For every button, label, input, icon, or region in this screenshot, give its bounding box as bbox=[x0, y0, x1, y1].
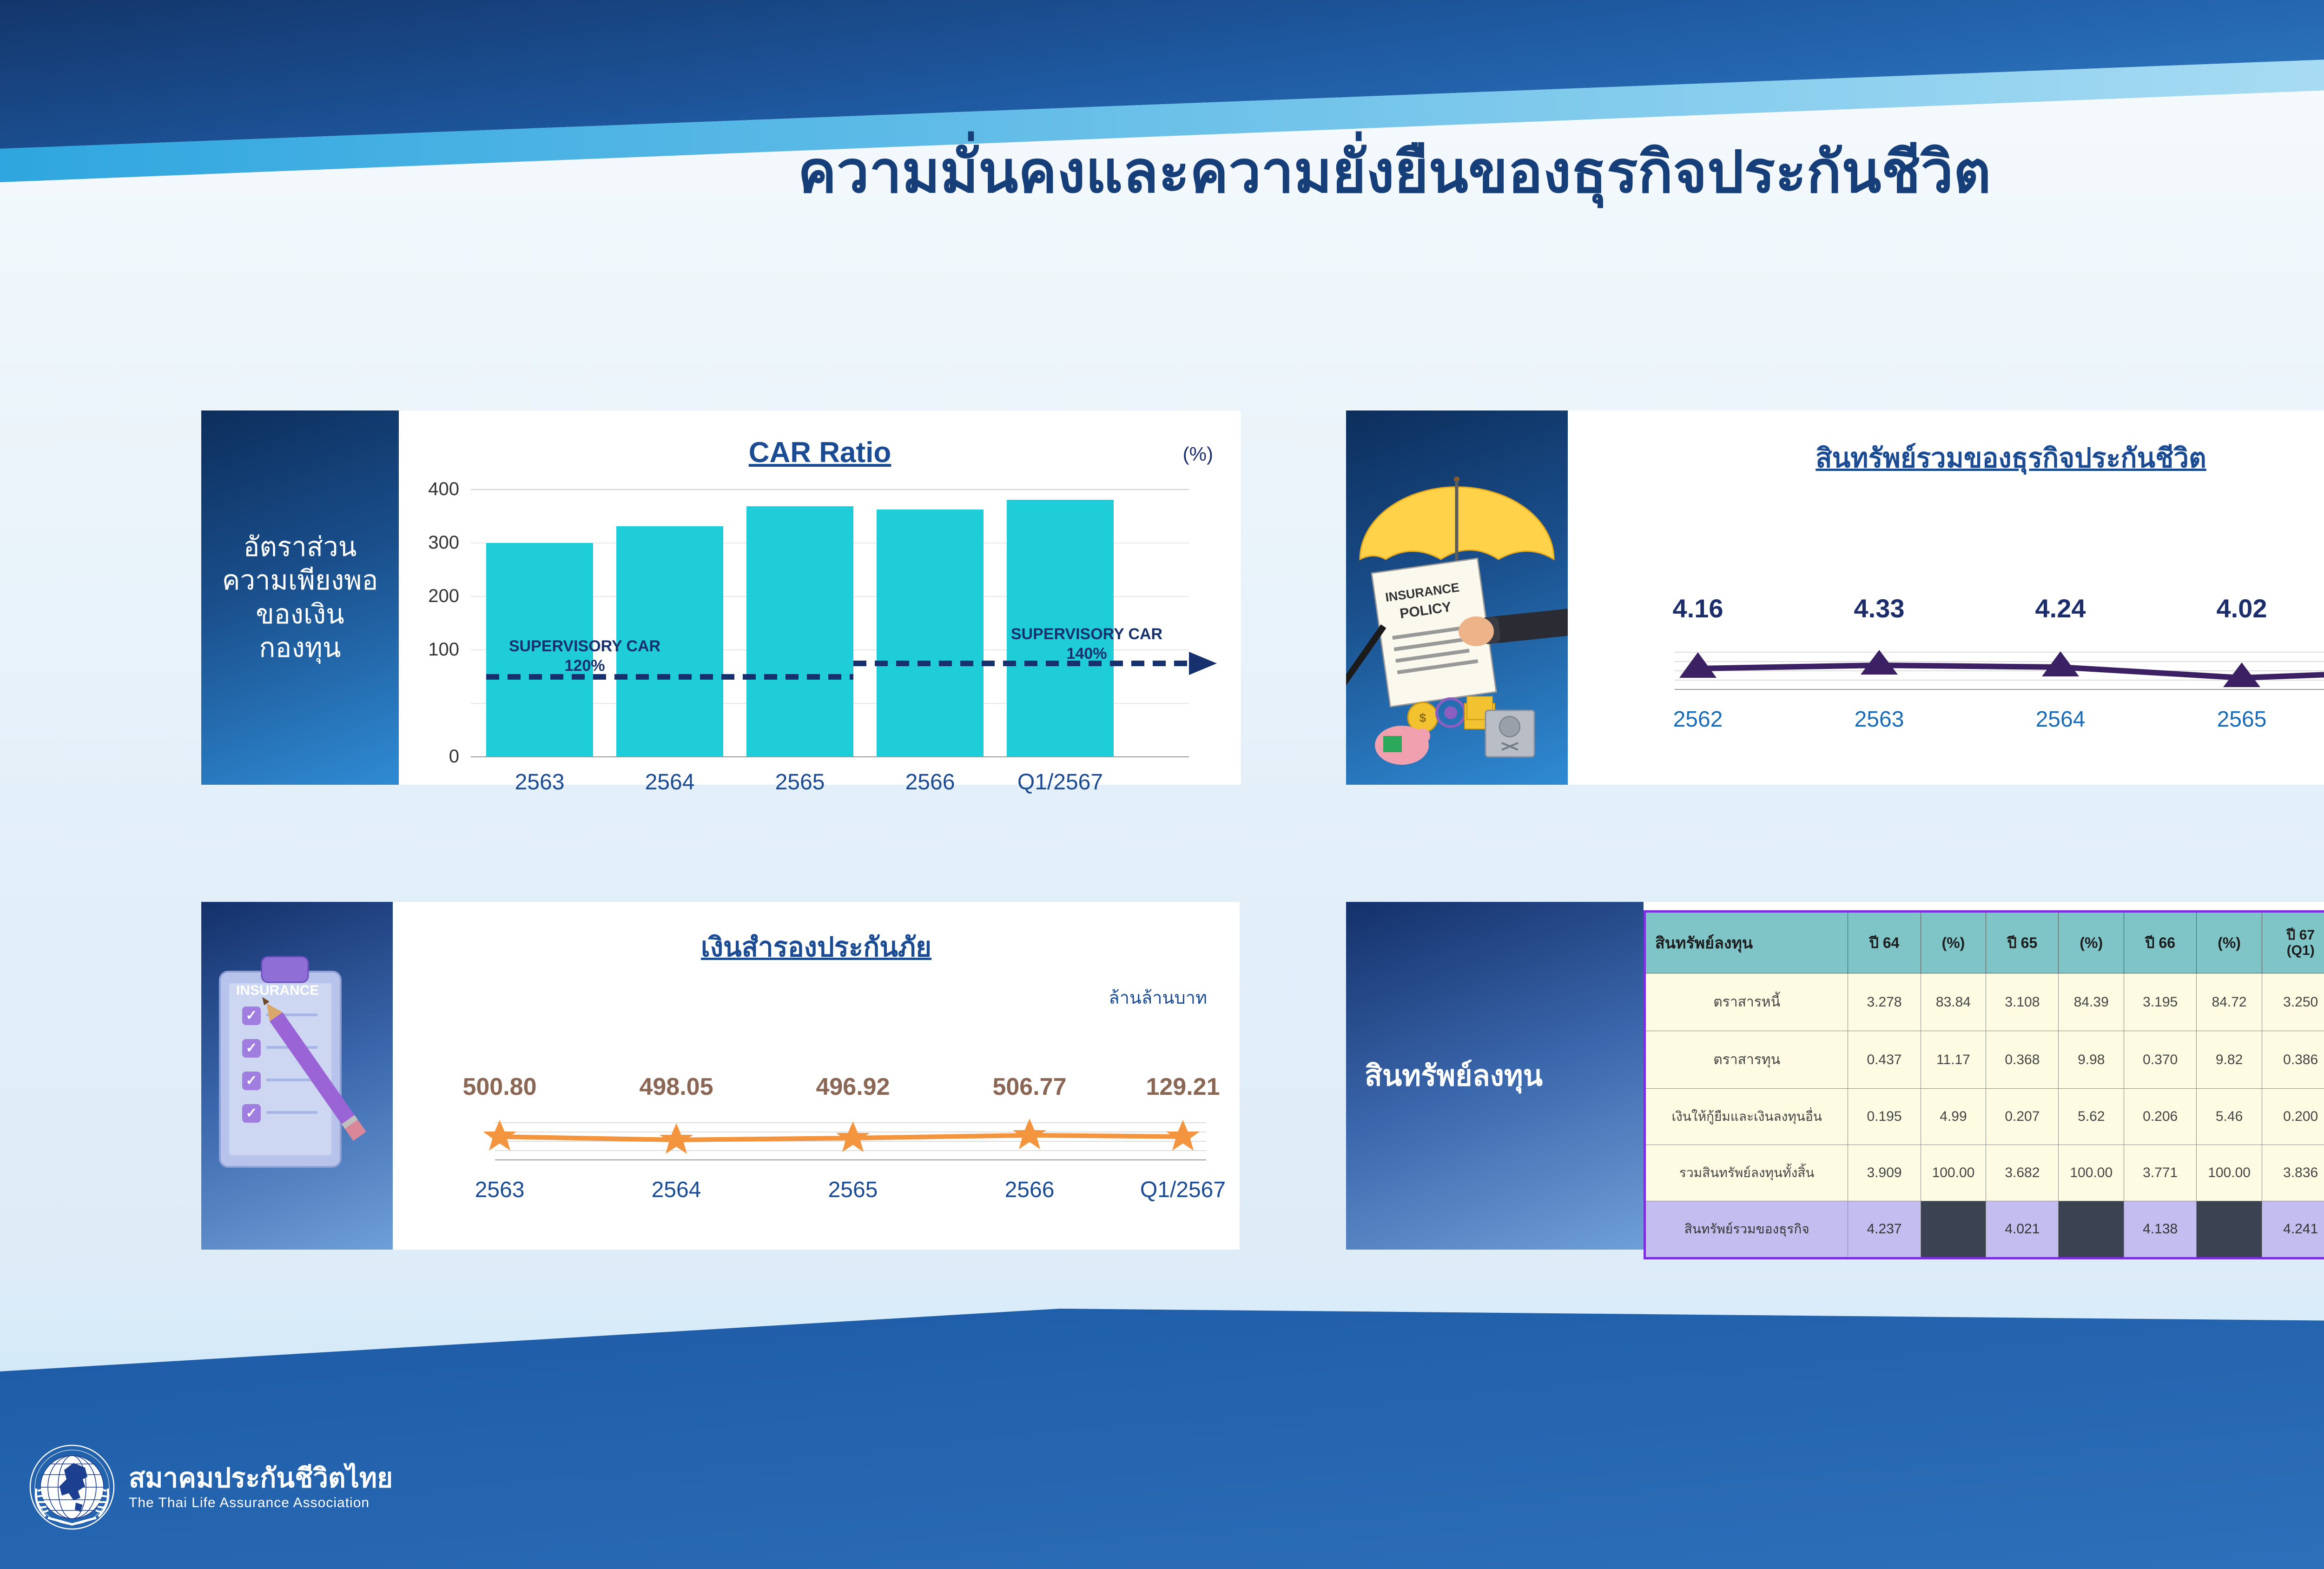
svg-text:129.21: 129.21 bbox=[1146, 1073, 1220, 1100]
svg-text:2565: 2565 bbox=[2217, 707, 2267, 732]
svg-text:✓: ✓ bbox=[245, 1073, 257, 1088]
svg-text:496.92: 496.92 bbox=[816, 1073, 890, 1100]
svg-text:✓: ✓ bbox=[245, 1040, 257, 1056]
svg-text:4.16: 4.16 bbox=[1673, 594, 1723, 623]
svg-text:506.77: 506.77 bbox=[992, 1073, 1066, 1100]
svg-text:300: 300 bbox=[428, 532, 459, 553]
svg-text:Q1/2567: Q1/2567 bbox=[1140, 1178, 1226, 1202]
svg-text:2564: 2564 bbox=[652, 1178, 701, 1202]
svg-text:INSURANCE: INSURANCE bbox=[236, 983, 319, 998]
svg-text:400: 400 bbox=[428, 479, 459, 499]
svg-text:4.33: 4.33 bbox=[1854, 594, 1905, 623]
svg-text:2566: 2566 bbox=[905, 770, 955, 794]
svg-text:2565: 2565 bbox=[828, 1178, 878, 1202]
svg-text:2565: 2565 bbox=[775, 770, 825, 794]
svg-text:500.80: 500.80 bbox=[462, 1073, 536, 1100]
svg-text:140%: 140% bbox=[1067, 645, 1107, 662]
svg-text:2566: 2566 bbox=[1005, 1178, 1055, 1202]
svg-text:498.05: 498.05 bbox=[639, 1073, 713, 1100]
svg-text:4.24: 4.24 bbox=[2035, 594, 2086, 623]
svg-text:2564: 2564 bbox=[645, 770, 695, 794]
svg-text:2564: 2564 bbox=[2036, 707, 2086, 732]
svg-text:$: $ bbox=[1419, 711, 1426, 725]
svg-text:0: 0 bbox=[449, 746, 459, 767]
svg-text:2563: 2563 bbox=[1855, 707, 1904, 732]
svg-text:Q1/2567: Q1/2567 bbox=[1017, 770, 1103, 794]
svg-text:120%: 120% bbox=[565, 657, 605, 675]
svg-text:2563: 2563 bbox=[475, 1178, 525, 1202]
svg-text:4.02: 4.02 bbox=[2217, 594, 2267, 623]
svg-text:200: 200 bbox=[428, 586, 459, 606]
svg-text:SUPERVISORY CAR: SUPERVISORY CAR bbox=[1011, 625, 1162, 643]
svg-text:100: 100 bbox=[428, 639, 459, 660]
svg-text:2563: 2563 bbox=[515, 770, 565, 794]
svg-text:SUPERVISORY CAR: SUPERVISORY CAR bbox=[509, 637, 660, 655]
svg-text:2562: 2562 bbox=[1673, 707, 1723, 732]
svg-text:✓: ✓ bbox=[245, 1106, 257, 1121]
svg-text:✓: ✓ bbox=[245, 1008, 257, 1023]
